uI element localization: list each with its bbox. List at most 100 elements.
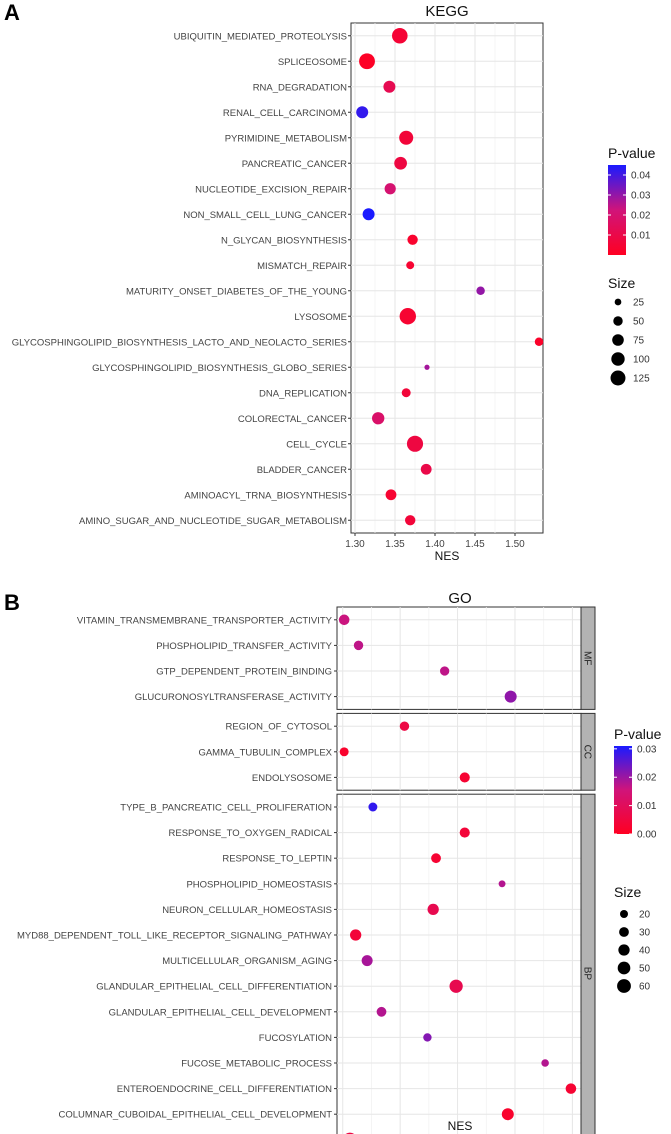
go-size-key [620,910,628,918]
go-category-label: MYD88_DEPENDENT_TOLL_LIKE_RECEPTOR_SIGNA… [17,931,333,942]
kegg-colorbar-label: 0.04 [631,171,651,182]
go-point [541,1059,549,1067]
kegg-x-ticks: 1.30 1.35 1.40 1.45 1.50 [345,533,525,550]
kegg-point [394,156,407,170]
kegg-colorbar-label: 0.03 [631,191,651,202]
kegg-gridlines [351,23,543,533]
go-point [565,1083,577,1094]
go-facet-strip-label: BP [582,967,593,981]
go-point [339,747,349,757]
go-size-key [619,927,629,937]
kegg-size-label: 25 [633,298,645,309]
go-point [399,721,410,731]
kegg-category-label: UBIQUITIN_MEDIATED_PROTEOLYSIS [174,31,347,42]
kegg-x-tick-label: 1.40 [425,539,445,550]
kegg-point [384,183,396,195]
kegg-points [356,27,544,526]
kegg-point [356,106,369,119]
kegg-point [420,463,432,475]
go-facet-strip-label: MF [582,651,593,665]
kegg-category-label: AMINO_SUGAR_AND_NUCLEOTIDE_SUGAR_METABOL… [79,516,347,527]
go-point [423,1033,432,1042]
go-category-label: GAMMA_TUBULIN_COMPLEX [198,747,332,758]
kegg-size-label: 125 [633,374,650,385]
go-point [427,903,439,916]
kegg-colorbar-label: 0.02 [631,211,651,222]
go-title: GO [448,590,471,607]
kegg-x-tick-label: 1.45 [465,539,485,550]
kegg-size-key [611,352,625,366]
go-point [501,1108,514,1121]
go-point [361,955,373,967]
go-size-key [618,944,630,956]
kegg-point [406,261,415,270]
go-colorbar-label: 0.03 [637,744,657,755]
kegg-point [399,308,416,325]
go-point [431,853,441,864]
kegg-size-label: 75 [633,336,645,347]
kegg-category-label: N_GLYCAN_BIOSYNTHESIS [221,235,347,246]
kegg-category-label: MISMATCH_REPAIR [257,261,347,272]
kegg-size-label: 100 [633,355,650,366]
go-point [376,1006,387,1017]
go-size-legend-title: Size [614,884,641,900]
kegg-point [476,286,485,295]
go-category-label: RESPONSE_TO_OXYGEN_RADICAL [169,828,333,839]
kegg-size-key [614,298,622,306]
kegg-legend: P-value 0.04 0.03 0.02 0.01 Size 25 50 75 100 1… [608,145,656,386]
go-category-label: FUCOSE_METABOLIC_PROCESS [181,1059,332,1070]
go-category-label: COLUMNAR_CUBOIDAL_EPITHELIAL_CELL_DEVELO… [59,1110,333,1121]
kegg-point [383,80,396,93]
kegg-category-label: BLADDER_CANCER [257,465,347,476]
kegg-point [392,27,408,44]
kegg-category-label: GLYCOSPHINGOLIPID_BIOSYNTHESIS_LACTO_AND… [12,337,347,348]
go-pvalue-colorbar [614,746,632,834]
go-x-axis-title: NES [448,1119,473,1133]
kegg-size-key [612,334,624,346]
go-size-label: 40 [639,946,651,957]
go-size-label: 30 [639,928,651,939]
kegg-x-tick-label: 1.30 [345,539,365,550]
panel-b-letter: B [4,590,20,615]
go-category-label: TYPE_B_PANCREATIC_CELL_PROLIFERATION [120,803,332,814]
kegg-pvalue-legend-title: P-value [608,145,656,161]
kegg-category-label: LYSOSOME [294,312,347,323]
go-category-label: ENTEROENDOCRINE_CELL_DIFFERENTIATION [117,1084,332,1095]
go-size-legend: 20 30 40 50 60 [617,910,651,993]
go-point [498,880,506,888]
go-size-key [617,979,631,993]
go-point [449,979,463,993]
kegg-size-key [610,370,626,386]
go-colorbar-label: 0.00 [637,830,657,841]
go-point [353,640,364,651]
go-point [338,614,350,626]
kegg-colorbar-label: 0.01 [631,231,651,242]
kegg-point [401,388,411,398]
go-category-labels: VITAMIN_TRANSMEMBRANE_TRANSPORTER_ACTIVI… [17,615,337,1121]
kegg-category-label: DNA_REPLICATION [259,388,347,399]
kegg-plot-area [350,22,544,534]
go-colorbar-label: 0.02 [637,773,657,784]
kegg-x-axis-title: NES [435,549,460,563]
go-category-label: GTP_DEPENDENT_PROTEIN_BINDING [156,667,332,678]
go-size-key [617,961,631,975]
kegg-x-tick-label: 1.35 [385,539,405,550]
kegg-size-label: 50 [633,317,645,328]
go-point [459,772,470,783]
kegg-point [372,412,385,425]
go-facet-panel [336,793,582,1134]
kegg-category-label: PANCREATIC_CANCER [242,159,347,170]
go-facet-strip-label: CC [582,745,593,759]
kegg-point [399,130,414,145]
go-point [440,666,450,676]
panel-a-letter: A [4,0,20,25]
go-point [504,690,517,703]
kegg-category-label: PYRIMIDINE_METABOLISM [225,133,347,144]
go-category-label: REGION_OF_CYTOSOL [226,722,332,733]
kegg-category-label: MATURITY_ONSET_DIABETES_OF_THE_YOUNG [126,286,347,297]
kegg-title: KEGG [425,3,468,20]
kegg-size-key [613,316,623,326]
kegg-category-label: GLYCOSPHINGOLIPID_BIOSYNTHESIS_GLOBO_SER… [92,363,347,374]
go-size-label: 60 [639,982,651,993]
kegg-category-label: RENAL_CELL_CARCINOMA [223,108,348,119]
